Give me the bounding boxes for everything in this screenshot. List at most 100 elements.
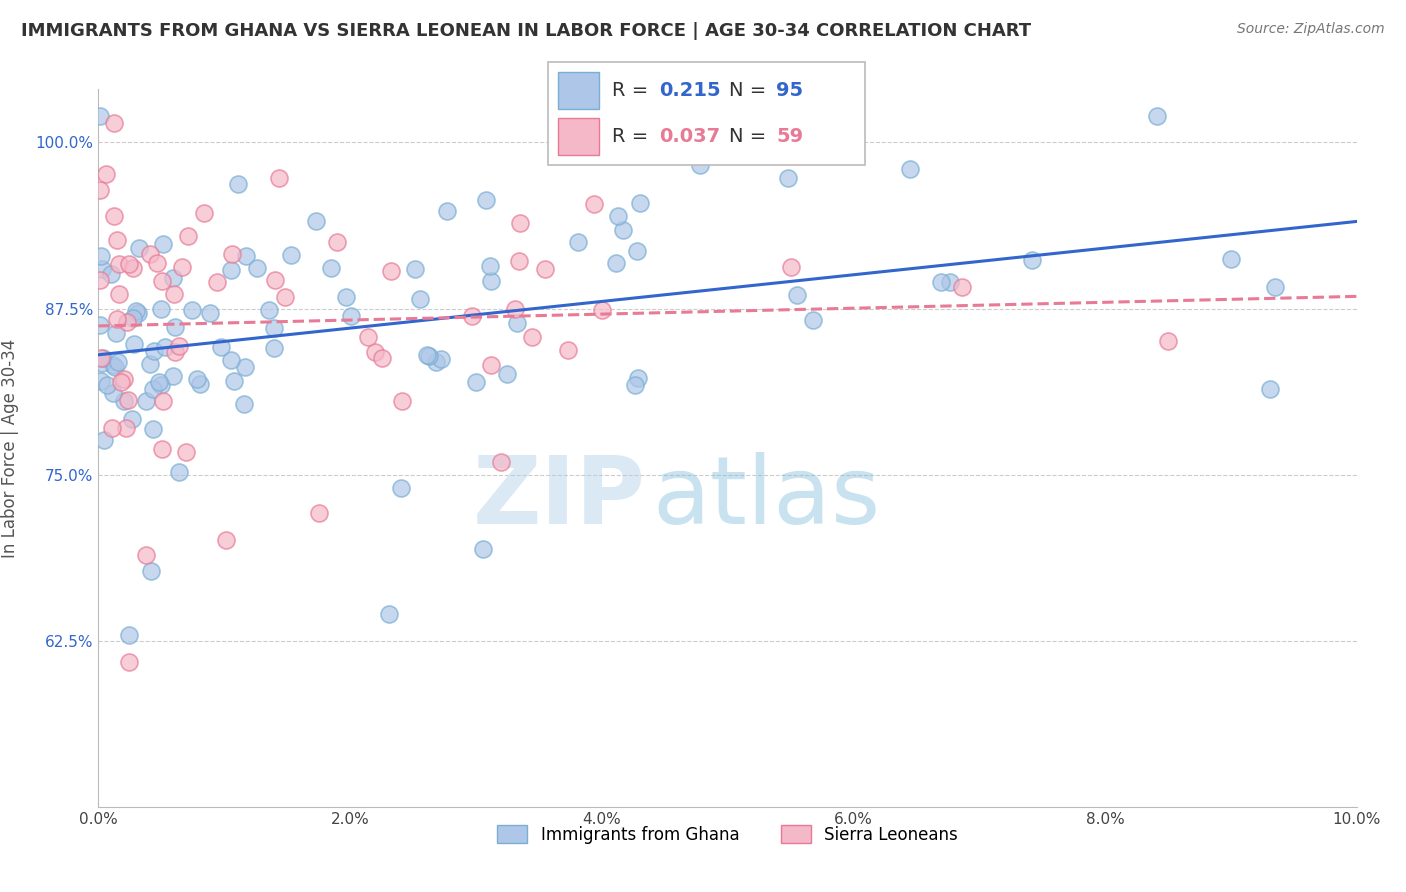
Point bbox=[127, 305, 149, 319]
Point bbox=[305, 214, 328, 228]
Point bbox=[200, 306, 222, 320]
Point bbox=[90, 351, 112, 365]
Point bbox=[163, 344, 186, 359]
Point bbox=[124, 337, 146, 351]
Text: R =: R = bbox=[612, 80, 654, 100]
Point bbox=[1146, 109, 1168, 123]
Point bbox=[117, 393, 139, 408]
Point bbox=[357, 330, 380, 344]
Point bbox=[165, 320, 187, 334]
Bar bbox=[558, 71, 599, 109]
Point bbox=[96, 377, 118, 392]
Point bbox=[163, 286, 186, 301]
Point bbox=[150, 274, 173, 288]
Point bbox=[90, 262, 112, 277]
Point bbox=[274, 290, 297, 304]
Point bbox=[125, 303, 148, 318]
Point bbox=[112, 393, 135, 408]
Point bbox=[418, 350, 440, 364]
FancyBboxPatch shape bbox=[548, 62, 865, 165]
Point bbox=[103, 115, 125, 129]
Point bbox=[623, 378, 645, 392]
Point bbox=[150, 378, 173, 392]
Point bbox=[105, 233, 128, 247]
Point bbox=[380, 264, 402, 278]
Y-axis label: In Labor Force | Age 30-34: In Labor Force | Age 30-34 bbox=[1, 339, 18, 558]
Point bbox=[135, 393, 157, 408]
Point bbox=[371, 351, 394, 365]
Point bbox=[801, 313, 824, 327]
Point bbox=[205, 275, 228, 289]
Point bbox=[389, 481, 412, 495]
Point bbox=[107, 355, 129, 369]
Point bbox=[263, 320, 285, 334]
Point bbox=[436, 203, 458, 218]
Point bbox=[319, 260, 342, 275]
Point bbox=[167, 339, 190, 353]
Point bbox=[118, 258, 141, 272]
Point bbox=[108, 287, 131, 301]
Point bbox=[152, 237, 174, 252]
Point bbox=[1264, 280, 1286, 294]
Point bbox=[461, 309, 484, 323]
Point bbox=[465, 375, 488, 389]
Point bbox=[489, 454, 512, 468]
Point bbox=[508, 253, 530, 268]
Point bbox=[143, 344, 166, 359]
Point bbox=[233, 397, 256, 411]
Point bbox=[142, 422, 165, 436]
Point bbox=[100, 267, 122, 281]
Point bbox=[104, 359, 127, 374]
Point bbox=[533, 262, 555, 277]
Point bbox=[416, 348, 439, 362]
Point bbox=[503, 301, 526, 316]
Point bbox=[557, 343, 579, 358]
Point bbox=[162, 271, 184, 285]
Point bbox=[326, 235, 349, 249]
Point bbox=[114, 420, 136, 434]
Point bbox=[475, 193, 498, 207]
Point bbox=[93, 433, 115, 447]
Point bbox=[626, 244, 648, 259]
Point bbox=[115, 315, 138, 329]
Point bbox=[222, 374, 245, 388]
Point bbox=[628, 195, 651, 210]
Point bbox=[89, 109, 111, 123]
Point bbox=[152, 393, 174, 408]
Point bbox=[567, 235, 589, 250]
Point bbox=[118, 628, 141, 642]
Point bbox=[150, 442, 173, 456]
Point bbox=[142, 382, 165, 396]
Point bbox=[170, 260, 193, 274]
Text: N =: N = bbox=[728, 127, 772, 145]
Text: 95: 95 bbox=[776, 80, 803, 100]
Point bbox=[186, 372, 208, 386]
Point bbox=[496, 368, 519, 382]
Point bbox=[101, 420, 124, 434]
Point bbox=[89, 183, 111, 197]
Point bbox=[605, 256, 627, 270]
Point bbox=[128, 241, 150, 255]
Point bbox=[148, 375, 170, 389]
Point bbox=[378, 607, 401, 621]
Text: ZIP: ZIP bbox=[472, 452, 645, 544]
Point bbox=[627, 370, 650, 384]
Point bbox=[226, 178, 249, 192]
Point bbox=[105, 326, 128, 340]
Point bbox=[430, 352, 453, 367]
Text: IMMIGRANTS FROM GHANA VS SIERRA LEONEAN IN LABOR FORCE | AGE 30-34 CORRELATION C: IMMIGRANTS FROM GHANA VS SIERRA LEONEAN … bbox=[21, 22, 1031, 40]
Point bbox=[139, 357, 162, 371]
Point bbox=[139, 565, 162, 579]
Point bbox=[209, 341, 232, 355]
Text: R =: R = bbox=[612, 127, 654, 145]
Point bbox=[1021, 252, 1043, 267]
Legend: Immigrants from Ghana, Sierra Leoneans: Immigrants from Ghana, Sierra Leoneans bbox=[491, 819, 965, 851]
Point bbox=[1220, 252, 1243, 267]
Point bbox=[471, 541, 494, 556]
Point bbox=[177, 229, 200, 244]
Point bbox=[898, 162, 921, 177]
Point bbox=[103, 209, 125, 223]
Point bbox=[221, 262, 243, 277]
Point bbox=[167, 466, 190, 480]
Point bbox=[246, 261, 269, 276]
